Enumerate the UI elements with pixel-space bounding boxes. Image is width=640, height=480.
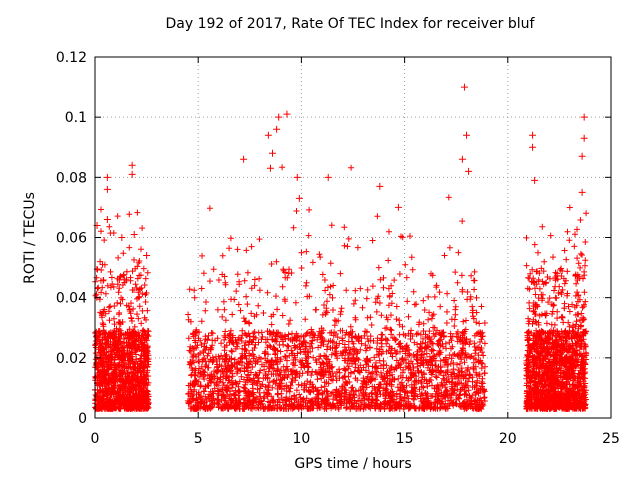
x-tick-label: 20 bbox=[499, 431, 517, 447]
data-point bbox=[578, 152, 586, 160]
x-tick-label: 15 bbox=[396, 431, 414, 447]
data-point bbox=[531, 176, 539, 184]
y-tick-label: 0.02 bbox=[56, 351, 87, 367]
x-axis-label: GPS time / hours bbox=[294, 456, 412, 472]
data-point bbox=[293, 173, 301, 181]
data-point bbox=[103, 215, 111, 223]
data-point bbox=[295, 194, 303, 202]
data-point bbox=[240, 155, 248, 163]
x-tick-label: 0 bbox=[91, 431, 100, 447]
data-point bbox=[283, 110, 291, 118]
data-point bbox=[266, 164, 274, 172]
data-point bbox=[460, 83, 468, 91]
data-point bbox=[264, 131, 272, 139]
data-point bbox=[130, 230, 138, 238]
data-point bbox=[394, 203, 402, 211]
chart-title: Day 192 of 2017, Rate Of TEC Index for r… bbox=[165, 16, 535, 32]
data-point bbox=[529, 143, 537, 151]
y-tick-label: 0.12 bbox=[56, 50, 87, 66]
y-tick-label: 0.06 bbox=[56, 231, 87, 247]
data-point bbox=[580, 113, 588, 121]
data-point bbox=[273, 125, 281, 133]
data-point bbox=[118, 234, 126, 241]
x-tick-label: 25 bbox=[602, 431, 620, 447]
data-point bbox=[269, 149, 277, 157]
y-tick-label: 0.1 bbox=[65, 110, 87, 126]
data-point bbox=[143, 252, 151, 260]
data-point-cloud bbox=[92, 164, 590, 412]
data-point bbox=[529, 131, 537, 139]
data-point bbox=[275, 113, 283, 121]
y-tick-label: 0.08 bbox=[56, 170, 87, 186]
data-point bbox=[103, 173, 111, 181]
data-point bbox=[463, 131, 471, 139]
y-tick-label: 0.04 bbox=[56, 291, 87, 307]
y-tick-label: 0 bbox=[78, 411, 87, 427]
data-point bbox=[128, 170, 136, 178]
data-point bbox=[465, 167, 473, 175]
x-tick-label: 5 bbox=[194, 431, 203, 447]
axis-ticks: 0 0.02 0.04 0.06 0.08 0.1 0.12 0 5 10 15 20 25 bbox=[56, 50, 620, 447]
data-point bbox=[580, 134, 588, 142]
data-point bbox=[578, 188, 586, 196]
x-tick-label: 10 bbox=[292, 431, 310, 447]
data-point bbox=[324, 173, 332, 181]
data-point bbox=[128, 161, 136, 169]
data-point bbox=[376, 182, 384, 190]
data-points bbox=[92, 83, 590, 412]
data-point bbox=[458, 155, 466, 163]
data-point bbox=[103, 185, 111, 193]
